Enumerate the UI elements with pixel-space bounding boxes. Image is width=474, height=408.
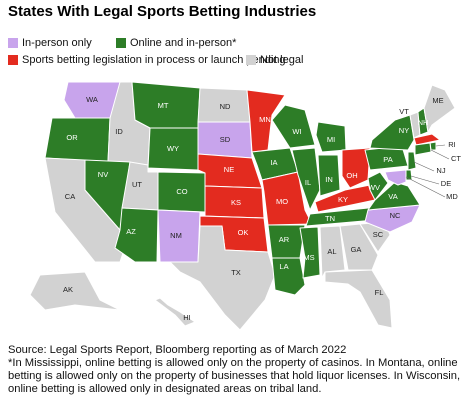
- leader-line: [405, 176, 446, 198]
- legend-label: Online and in-person*: [130, 37, 237, 49]
- state-label: NE: [224, 165, 234, 174]
- footnote: *In Mississippi, online betting is allow…: [8, 357, 461, 395]
- state-label: OR: [66, 133, 78, 142]
- state: [169, 225, 276, 331]
- state: [154, 297, 196, 327]
- notes: Source: Legal Sports Report, Bloomberg r…: [8, 344, 468, 396]
- state-label: ND: [220, 102, 231, 111]
- state-label: MS: [303, 253, 314, 262]
- state-label: MO: [276, 197, 288, 206]
- state-label: MT: [158, 101, 169, 110]
- state-label: UT: [132, 180, 142, 189]
- state: [29, 271, 121, 311]
- title: States With Legal Sports Betting Industr…: [8, 3, 316, 20]
- state-label: CT: [451, 154, 461, 163]
- state-label: RI: [448, 140, 456, 149]
- state: [407, 151, 417, 171]
- state: [271, 257, 306, 296]
- source: Source: Legal Sports Report, Bloomberg r…: [8, 344, 347, 356]
- state-label: IA: [270, 158, 277, 167]
- state: [384, 169, 407, 186]
- state-label: WV: [368, 183, 380, 192]
- state: [271, 104, 316, 149]
- state: [299, 226, 321, 279]
- leader-line: [430, 149, 450, 160]
- legend: In-person only Online and in-person* Sport…: [8, 37, 303, 66]
- state: [367, 171, 389, 201]
- state-label: VT: [399, 107, 409, 116]
- state: [369, 114, 415, 151]
- state-label: WA: [86, 95, 98, 104]
- state-label: AR: [279, 235, 290, 244]
- state: [423, 84, 456, 133]
- state-labels: WA OR CA ID NV MT WY UT AZ CO NM ND SD NE KS OK TX MN IA MO…: [63, 95, 461, 322]
- state-label: NM: [170, 231, 182, 240]
- leader-line: [413, 161, 435, 172]
- state-label: SC: [373, 230, 384, 239]
- state-label: KY: [338, 195, 348, 204]
- map-figure: States With Legal Sports Betting Industr…: [8, 3, 461, 331]
- state-label: FL: [375, 288, 384, 297]
- state: [339, 223, 379, 271]
- state-label: SD: [220, 135, 231, 144]
- state: [317, 154, 341, 197]
- legend-swatch: [246, 55, 256, 65]
- legend-label: Sports betting legislation in process or…: [22, 54, 286, 66]
- states: [29, 81, 456, 331]
- state-label: PA: [383, 155, 392, 164]
- legend-swatch: [8, 38, 18, 48]
- state-label: CO: [176, 187, 187, 196]
- state-label: OH: [346, 171, 357, 180]
- state: [324, 269, 393, 329]
- state-label: NV: [98, 170, 108, 179]
- state-label: ID: [115, 127, 123, 136]
- state: [367, 181, 421, 211]
- state-label: OK: [238, 228, 249, 237]
- leader-line: [435, 144, 446, 147]
- legend-swatch: [116, 38, 126, 48]
- state-label: GA: [351, 245, 362, 254]
- state-label: NY: [399, 126, 409, 135]
- state-label: AL: [327, 247, 336, 256]
- state-label: CA: [65, 192, 75, 201]
- state: [319, 225, 346, 279]
- state-label: IL: [305, 178, 311, 187]
- legend-swatch: [8, 55, 18, 65]
- state-label: WY: [167, 144, 179, 153]
- state-label: MA: [440, 126, 451, 135]
- state-label: AK: [63, 285, 73, 294]
- state-label: NH: [418, 118, 429, 127]
- state-label: VA: [388, 192, 397, 201]
- state-label: AZ: [126, 227, 136, 236]
- state: [315, 121, 347, 153]
- state-label: NC: [390, 211, 401, 220]
- state-label: IN: [325, 175, 333, 184]
- state-label: TN: [325, 214, 335, 223]
- leader-line: [410, 175, 440, 185]
- state-label: KS: [231, 198, 241, 207]
- state-label: MN: [259, 115, 271, 124]
- state-label: MI: [327, 135, 335, 144]
- state-label: TX: [231, 268, 241, 277]
- state-label: LA: [279, 262, 288, 271]
- legend-label: In-person only: [22, 37, 92, 49]
- state-label: MD: [446, 192, 458, 201]
- state-label: DE: [441, 179, 451, 188]
- state-label: ME: [432, 96, 443, 105]
- state: [341, 147, 371, 189]
- state-label: WI: [292, 127, 301, 136]
- state: [413, 133, 441, 146]
- state: [291, 147, 321, 211]
- state: [414, 142, 432, 156]
- state-label: NJ: [436, 166, 445, 175]
- legend-label: Not legal: [260, 54, 303, 66]
- state-label: HI: [183, 313, 191, 322]
